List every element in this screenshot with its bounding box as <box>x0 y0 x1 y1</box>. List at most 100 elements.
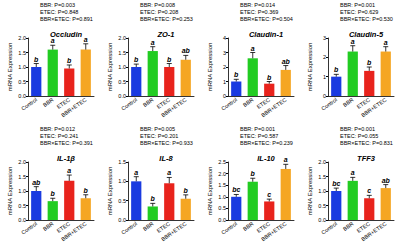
svg-text:0.5: 0.5 <box>118 79 126 85</box>
svg-text:b: b <box>34 56 39 63</box>
svg-text:0.5: 0.5 <box>218 205 226 211</box>
svg-text:0: 0 <box>323 93 326 99</box>
svg-text:BBR+ETEC: BBR+ETEC <box>360 97 387 119</box>
svg-text:b: b <box>267 74 272 81</box>
svg-text:2: 2 <box>223 64 226 70</box>
svg-text:1.5: 1.5 <box>118 159 126 165</box>
svg-text:BBR: P=0.001: BBR: P=0.001 <box>340 2 375 8</box>
svg-text:Control: Control <box>120 221 138 236</box>
svg-text:BBR: P=0.008: BBR: P=0.008 <box>140 2 175 8</box>
svg-text:bc: bc <box>232 186 240 193</box>
svg-text:0.0: 0.0 <box>118 217 126 223</box>
svg-text:1.5: 1.5 <box>18 50 26 56</box>
svg-text:BBR×ETEC: P=0.831: BBR×ETEC: P=0.831 <box>340 140 393 146</box>
svg-text:mRNA Expression: mRNA Expression <box>7 167 13 216</box>
svg-text:0.0: 0.0 <box>18 93 26 99</box>
svg-text:Control: Control <box>220 97 238 112</box>
svg-text:BBR: P=0.001: BBR: P=0.001 <box>240 126 275 132</box>
svg-text:ETEC: P=0.629: ETEC: P=0.629 <box>340 9 378 15</box>
svg-text:BBR+ETEC: BBR+ETEC <box>160 97 187 119</box>
svg-text:BBR+ETEC: BBR+ETEC <box>60 97 87 119</box>
svg-text:2.0: 2.0 <box>118 35 126 41</box>
svg-text:1.5: 1.5 <box>118 50 126 56</box>
svg-text:BBR×ETEC: P=0.391: BBR×ETEC: P=0.391 <box>40 140 93 146</box>
svg-text:0.5: 0.5 <box>118 198 126 204</box>
svg-text:c: c <box>267 191 271 198</box>
svg-text:Claudin-1: Claudin-1 <box>249 30 283 39</box>
svg-text:1: 1 <box>323 74 326 80</box>
svg-text:0.5: 0.5 <box>318 203 326 209</box>
svg-text:BBR: BBR <box>242 97 255 108</box>
svg-text:ETEC: P=0.369: ETEC: P=0.369 <box>240 9 278 15</box>
svg-text:BBR: P=0.014: BBR: P=0.014 <box>240 2 275 8</box>
svg-text:2.5: 2.5 <box>218 159 226 165</box>
svg-text:0.0: 0.0 <box>118 93 126 99</box>
svg-text:BBR+ETEC: BBR+ETEC <box>160 221 187 243</box>
svg-text:1.0: 1.0 <box>118 178 126 184</box>
svg-text:IL-1β: IL-1β <box>57 154 75 163</box>
svg-text:ETEC: P=0.208: ETEC: P=0.208 <box>140 9 178 15</box>
svg-text:1.0: 1.0 <box>18 188 26 194</box>
svg-text:BBR+ETEC: BBR+ETEC <box>60 221 87 243</box>
svg-text:ab: ab <box>282 58 291 65</box>
svg-text:c: c <box>367 187 371 194</box>
svg-text:Control: Control <box>320 97 338 112</box>
svg-text:bc: bc <box>332 180 340 187</box>
svg-text:mRNA Expression: mRNA Expression <box>207 167 213 216</box>
svg-text:Occludin: Occludin <box>50 30 83 39</box>
svg-text:mRNA Expression: mRNA Expression <box>307 167 313 216</box>
svg-text:BBR+ETEC: BBR+ETEC <box>360 221 387 243</box>
svg-text:BBR: BBR <box>42 221 55 232</box>
svg-text:BBR×ETEC: P=0.530: BBR×ETEC: P=0.530 <box>340 16 393 22</box>
svg-text:mRNA Expression: mRNA Expression <box>7 43 13 92</box>
svg-text:BBR×ETEC: P=0.504: BBR×ETEC: P=0.504 <box>240 16 293 22</box>
svg-text:BBR+ETEC: BBR+ETEC <box>260 97 287 119</box>
svg-text:BBR: BBR <box>242 221 255 232</box>
svg-text:ab: ab <box>182 47 191 54</box>
svg-text:b: b <box>251 170 256 177</box>
svg-text:mRNA Expression: mRNA Expression <box>307 43 313 92</box>
svg-text:1.5: 1.5 <box>218 182 226 188</box>
svg-text:b: b <box>234 71 239 78</box>
svg-text:b: b <box>167 56 172 63</box>
svg-text:b: b <box>151 195 156 202</box>
svg-text:0.5: 0.5 <box>18 79 26 85</box>
svg-text:IL-8: IL-8 <box>159 154 173 163</box>
svg-text:a: a <box>67 167 71 174</box>
svg-text:2.0: 2.0 <box>218 171 226 177</box>
svg-text:b: b <box>184 187 189 194</box>
svg-text:0: 0 <box>223 93 226 99</box>
svg-text:Control: Control <box>120 97 138 112</box>
svg-text:Control: Control <box>220 221 238 236</box>
svg-text:BBR×ETEC: P=0.239: BBR×ETEC: P=0.239 <box>240 140 293 146</box>
svg-text:1.5: 1.5 <box>18 174 26 180</box>
svg-text:b: b <box>334 66 339 73</box>
svg-text:a: a <box>284 156 288 163</box>
svg-text:Control: Control <box>20 221 38 236</box>
svg-text:b: b <box>134 56 139 63</box>
svg-text:1: 1 <box>223 79 226 85</box>
svg-text:1.5: 1.5 <box>318 174 326 180</box>
svg-text:BBR: P=0.003: BBR: P=0.003 <box>40 2 75 8</box>
svg-text:ab: ab <box>32 179 41 186</box>
svg-text:mRNA Expression: mRNA Expression <box>107 167 113 216</box>
svg-text:b: b <box>67 57 72 64</box>
svg-text:a: a <box>84 36 88 43</box>
svg-text:2.0: 2.0 <box>18 159 26 165</box>
svg-text:IL-10: IL-10 <box>257 154 275 163</box>
svg-text:BBR+ETEC: BBR+ETEC <box>260 221 287 243</box>
svg-text:b: b <box>367 59 372 66</box>
svg-text:mRNA Expression: mRNA Expression <box>207 43 213 92</box>
svg-text:ETEC: P=0.587: ETEC: P=0.587 <box>240 133 278 139</box>
svg-text:a: a <box>384 39 388 46</box>
svg-text:a: a <box>151 39 155 46</box>
svg-text:TFF3: TFF3 <box>357 154 376 163</box>
svg-text:0.0: 0.0 <box>18 217 26 223</box>
svg-text:b: b <box>51 190 56 197</box>
svg-text:3: 3 <box>323 35 326 41</box>
svg-text:BBR: BBR <box>42 97 55 108</box>
svg-text:BBR×ETEC: P=0.933: BBR×ETEC: P=0.933 <box>140 140 193 146</box>
svg-text:BBR: BBR <box>142 221 155 232</box>
svg-text:Control: Control <box>320 221 338 236</box>
svg-text:1.0: 1.0 <box>118 64 126 70</box>
